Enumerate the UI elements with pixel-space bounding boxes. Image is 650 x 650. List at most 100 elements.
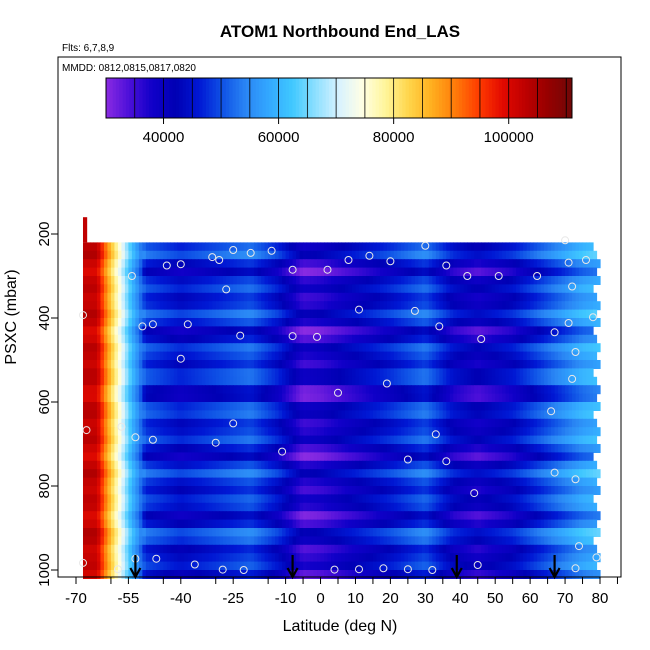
heatmap-cell [537,343,542,353]
heatmap-cell [358,393,364,403]
heatmap-cell [439,250,444,260]
heatmap-cell [229,326,234,336]
heatmap-cell [292,435,297,445]
heatmap-cell [355,418,360,428]
heatmap-cell [310,301,315,311]
heatmap-cell [159,402,164,411]
heatmap-cell [89,250,95,260]
heatmap-cell [208,410,213,420]
heatmap-cell [369,301,374,311]
heatmap-cell [383,402,388,411]
heatmap-cell [519,452,524,462]
heatmap-cell [156,502,161,512]
heatmap-cell [596,402,601,411]
heatmap-cell [82,284,88,294]
heatmap-cell [365,452,371,462]
heatmap-cell [418,250,423,260]
heatmap-cell [579,502,584,512]
heatmap-cell [264,444,269,453]
heatmap-cell [516,368,521,378]
heatmap-cell [243,435,248,445]
heatmap-cell [547,292,552,302]
heatmap-cell [96,393,102,403]
heatmap-cell [145,242,150,252]
heatmap-cell [582,418,587,428]
heatmap-cell [586,444,591,453]
heatmap-cell [184,343,189,353]
heatmap-cell [212,259,217,269]
heatmap-cell [547,486,552,495]
heatmap-cell [530,326,535,336]
heatmap-cell [317,351,322,361]
heatmap-cell [586,410,591,420]
heatmap-cell [558,250,563,260]
heatmap-cell [306,469,311,479]
heatmap-cell [310,494,315,504]
heatmap-cell [505,242,510,252]
heatmap-cell [481,318,486,327]
heatmap-cell [331,477,336,487]
heatmap-cell [292,486,297,495]
heatmap-cell [537,486,542,495]
heatmap-cell [124,368,129,378]
heatmap-cell [488,292,493,302]
heatmap-cell [278,276,283,285]
heatmap-cell [544,276,549,285]
heatmap-cell [198,318,203,327]
heatmap-cell [317,477,322,487]
heatmap-cell [369,477,374,487]
heatmap-cell [568,402,573,411]
heatmap-cell [93,444,98,453]
heatmap-cell [544,334,549,344]
heatmap-cell [201,276,206,285]
heatmap-cell [561,343,566,353]
heatmap-cell [404,351,409,361]
heatmap-cell [428,326,433,336]
heatmap-cell [268,242,273,252]
heatmap-cell [296,511,301,521]
heatmap-cell [240,284,245,294]
heatmap-cell [250,309,255,319]
heatmap-cell [344,469,350,479]
heatmap-cell [86,494,91,504]
heatmap-cell [292,267,297,277]
heatmap-cell [390,334,395,344]
heatmap-cell [568,351,573,361]
heatmap-cell [163,292,168,302]
heatmap-cell [407,494,412,504]
heatmap-cell [163,334,168,344]
heatmap-cell [282,511,287,521]
heatmap-cell [379,250,385,260]
heatmap-cell [449,360,454,369]
heatmap-cell [107,267,112,277]
heatmap-cell [582,276,587,285]
heatmap-cell [166,469,171,479]
heatmap-cell [393,309,398,319]
heatmap-cell [467,486,472,495]
heatmap-cell [107,318,112,327]
heatmap-cell [582,385,587,395]
heatmap-cell [526,360,531,369]
heatmap-cell [411,519,416,529]
heatmap-cell [341,460,346,470]
heatmap-cell [114,469,119,479]
heatmap-cell [82,519,88,529]
heatmap-cell [271,452,276,462]
heatmap-cell [593,444,598,453]
heatmap-cell [355,351,360,361]
heatmap-cell [170,427,175,437]
heatmap-cell [453,259,458,269]
heatmap-cell [344,385,350,395]
heatmap-cell [219,250,224,260]
heatmap-cell [589,284,594,294]
heatmap-cell [152,427,157,437]
heatmap-cell [145,250,150,260]
heatmap-cell [512,360,517,369]
heatmap-cell [575,452,580,462]
heatmap-cell [565,494,570,504]
heatmap-cell [114,452,119,462]
heatmap-cell [334,494,339,504]
heatmap-cell [124,402,129,411]
heatmap-cell [379,276,385,285]
heatmap-cell [320,334,325,344]
